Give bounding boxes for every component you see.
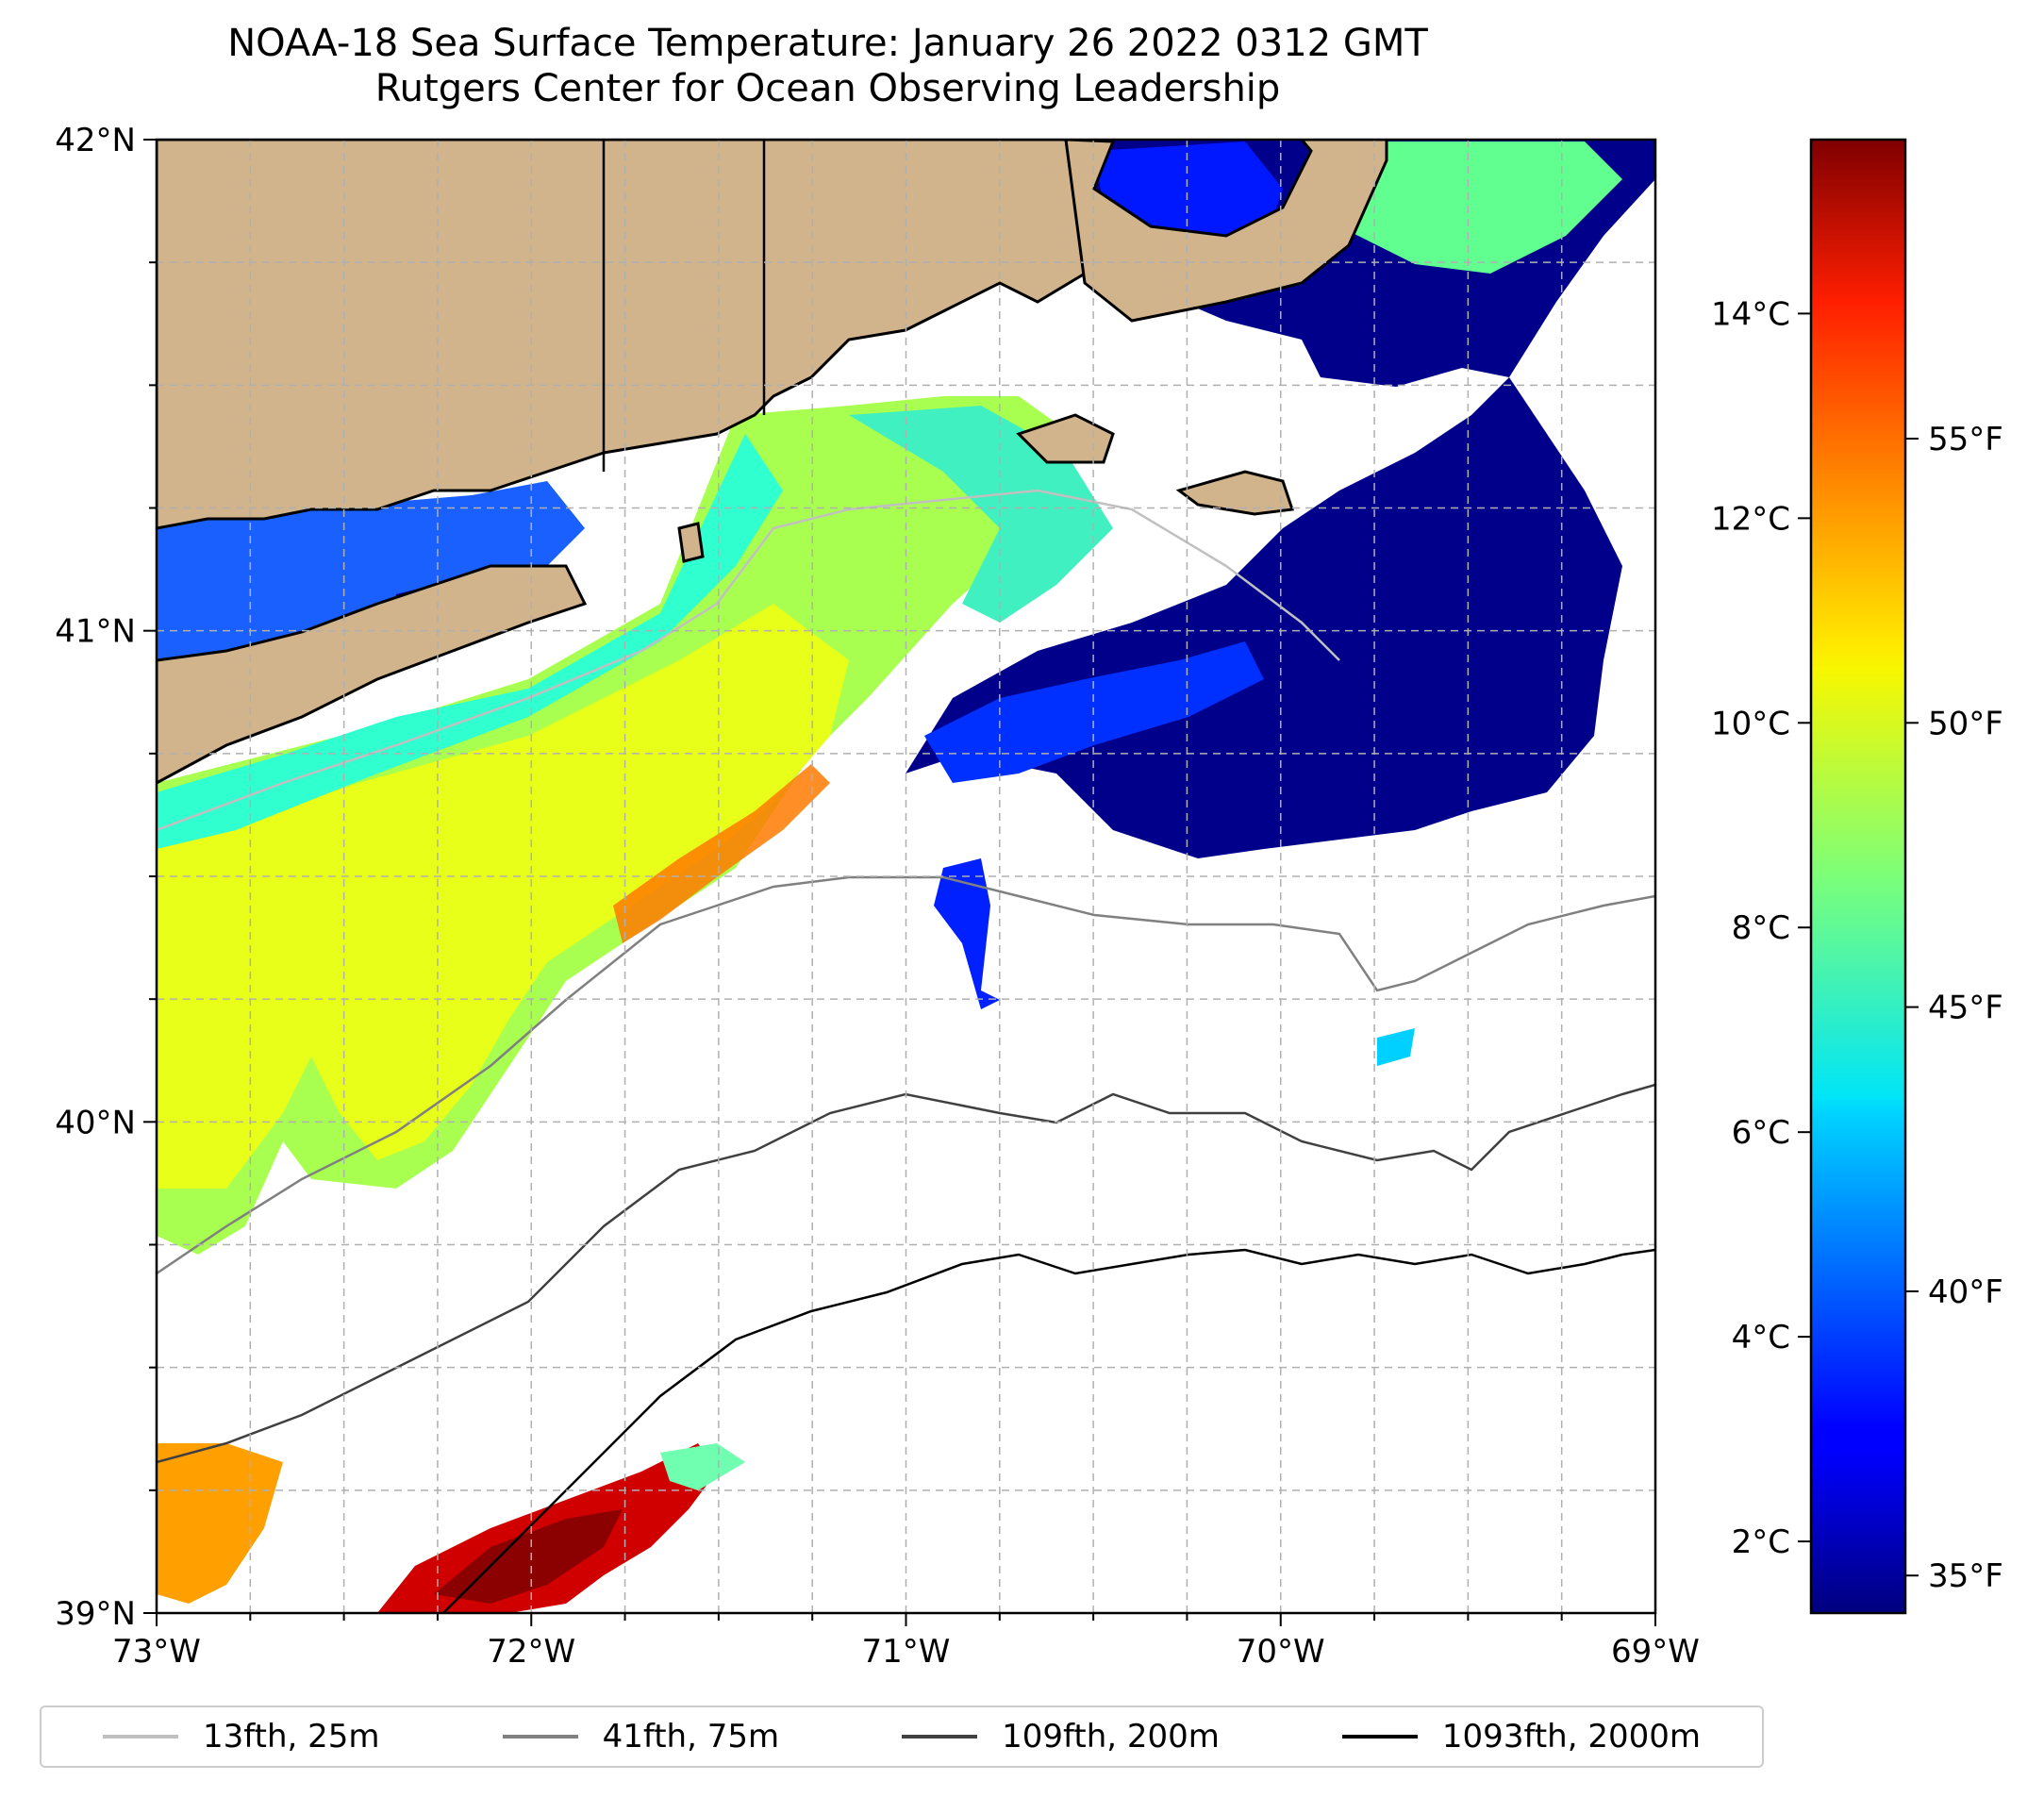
state-borders (602, 140, 766, 472)
sst-warm-front (613, 764, 830, 943)
legend-swatch-25m (103, 1735, 179, 1739)
contour-2000m (442, 1248, 1655, 1613)
contour-legend: 13fth, 25m 41fth, 75m 109fth, 200m 1093f… (40, 1705, 1764, 1768)
land-marthas-vineyard (1016, 413, 1115, 464)
y-axis-ticks: 39°N 40°N 41°N 42°N (55, 122, 157, 1633)
sst-slope-darkred (434, 1509, 623, 1604)
celsius-tick-label: 4°C (1732, 1319, 1790, 1356)
fahrenheit-tick-label: 35°F (1928, 1557, 2003, 1595)
land-nantucket (1175, 470, 1295, 516)
celsius-tick-label: 8°C (1732, 909, 1790, 947)
colorbar: 2°C 4°C 6°C 8°C 10°C 12°C 14°C 35°F 40°F 45°F 50°… (1711, 138, 2003, 1615)
land-layer (157, 140, 1388, 785)
sst-slope-cyan-edge (660, 1443, 745, 1490)
celsius-tick-label: 12°C (1711, 500, 1790, 538)
x-axis-ticks: 73°W 72°W 71°W 70°W 69°W (112, 1613, 1700, 1671)
title-block: NOAA-18 Sea Surface Temperature: January… (0, 21, 1655, 111)
y-tick-label: 39°N (55, 1595, 136, 1633)
celsius-tick-label: 2°C (1732, 1523, 1790, 1561)
contour-200m (157, 1083, 1655, 1464)
legend-swatch-75m (502, 1735, 578, 1739)
fahrenheit-tick-label: 45°F (1928, 990, 2003, 1027)
x-tick-label: 72°W (487, 1633, 575, 1671)
sst-shelf-yellow-core (157, 604, 849, 1189)
map-title: NOAA-18 Sea Surface Temperature: January… (227, 22, 1428, 65)
legend-item-200m: 109fth, 200m (902, 1718, 1220, 1755)
celsius-tick-label: 6°C (1732, 1114, 1790, 1152)
legend-label-25m: 13fth, 25m (203, 1718, 380, 1755)
legend-item-25m: 13fth, 25m (103, 1718, 380, 1755)
x-tick-label: 69°W (1611, 1633, 1700, 1671)
colorbar-fahrenheit-ticks: 35°F 40°F 45°F 50°F 55°F (1905, 421, 2003, 1595)
legend-item-75m: 41fth, 75m (502, 1718, 780, 1755)
y-tick-label: 40°N (55, 1104, 136, 1141)
contour-25m (157, 489, 1340, 832)
colorbar-celsius-ticks: 2°C 4°C 6°C 8°C 10°C 12°C 14°C (1711, 295, 1811, 1561)
sst-outer-patch-1 (1377, 1028, 1415, 1066)
x-tick-label: 71°W (862, 1633, 951, 1671)
legend-swatch-200m (902, 1735, 978, 1739)
legend-label-75m: 41fth, 75m (602, 1718, 780, 1755)
y-tick-label: 42°N (55, 122, 136, 159)
x-tick-label: 73°W (112, 1633, 201, 1671)
map-frame (157, 140, 1655, 1613)
contour-75m (157, 875, 1655, 1275)
legend-swatch-2000m (1341, 1735, 1418, 1739)
sst-georges-blue-band (924, 641, 1264, 783)
land-block-island (677, 522, 705, 563)
celsius-tick-label: 14°C (1711, 295, 1790, 333)
colorbar-gradient (1809, 138, 1907, 1615)
map-subtitle: Rutgers Center for Ocean Observing Leade… (374, 67, 1281, 110)
fahrenheit-tick-label: 50°F (1928, 705, 2003, 742)
fahrenheit-tick-label: 55°F (1928, 421, 2003, 458)
sst-map-figure: 73°W 72°W 71°W 70°W 69°W 39°N 40°N 41°N 42°N 2°… (55, 122, 2003, 1671)
legend-label-2000m: 1093fth, 2000m (1441, 1718, 1701, 1755)
bathymetry-contours (157, 489, 1655, 1613)
fahrenheit-tick-label: 40°F (1928, 1273, 2003, 1311)
celsius-tick-label: 10°C (1711, 705, 1790, 742)
land-long-island (157, 564, 588, 785)
land-cape-cod (1064, 140, 1388, 323)
sst-southwest-patch (157, 1443, 283, 1604)
sst-cyan-nearshore (157, 434, 783, 849)
legend-label-200m: 109fth, 200m (1002, 1718, 1220, 1755)
sst-gulf-of-maine-warm (1311, 141, 1622, 274)
legend-item-2000m: 1093fth, 2000m (1341, 1718, 1701, 1755)
sst-outer-patch-2 (934, 858, 1000, 1009)
y-tick-label: 41°N (55, 613, 136, 651)
x-tick-label: 70°W (1237, 1633, 1325, 1671)
